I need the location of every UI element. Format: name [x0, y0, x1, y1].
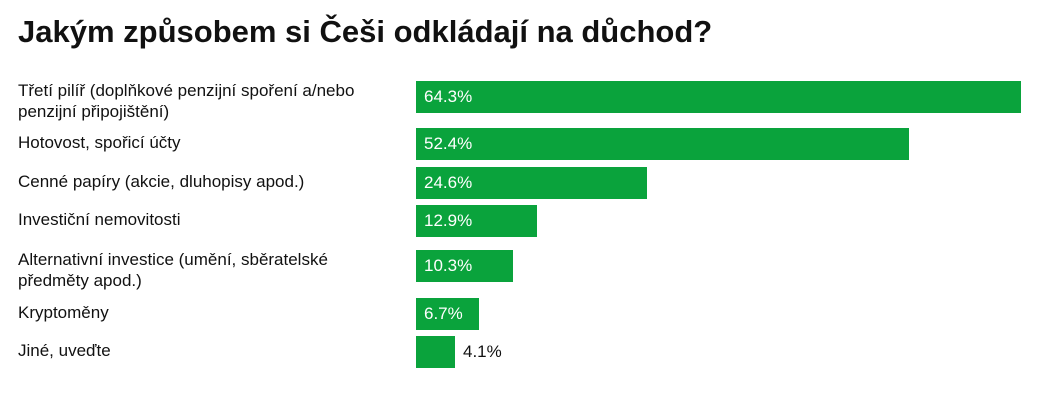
- category-label: Kryptoměny: [18, 303, 109, 322]
- value-label: 12.9%: [424, 211, 473, 230]
- category-label: Investiční nemovitosti: [18, 210, 181, 229]
- bar: [416, 298, 479, 330]
- bar: [416, 250, 513, 282]
- category-label: Alternativní investice (umění, sběratels…: [18, 250, 328, 290]
- bar: [416, 81, 1021, 113]
- category-label: Jiné, uveďte: [18, 341, 111, 360]
- value-label: 24.6%: [424, 173, 473, 192]
- value-label: 64.3%: [424, 87, 473, 106]
- value-label: 4.1%: [463, 342, 502, 361]
- bar: [416, 167, 647, 199]
- value-label: 10.3%: [424, 256, 473, 275]
- category-label: Cenné papíry (akcie, dluhopisy apod.): [18, 172, 305, 191]
- chart-title: Jakým způsobem si Češi odkládají na důch…: [18, 14, 713, 49]
- category-label: Hotovost, spořicí účty: [18, 133, 181, 152]
- category-label: Třetí pilíř (doplňkové penzijní spoření …: [18, 81, 355, 121]
- value-label: 52.4%: [424, 134, 473, 153]
- value-label: 6.7%: [424, 304, 463, 323]
- bar: [416, 336, 455, 368]
- bar: [416, 128, 909, 160]
- bar: [416, 205, 537, 237]
